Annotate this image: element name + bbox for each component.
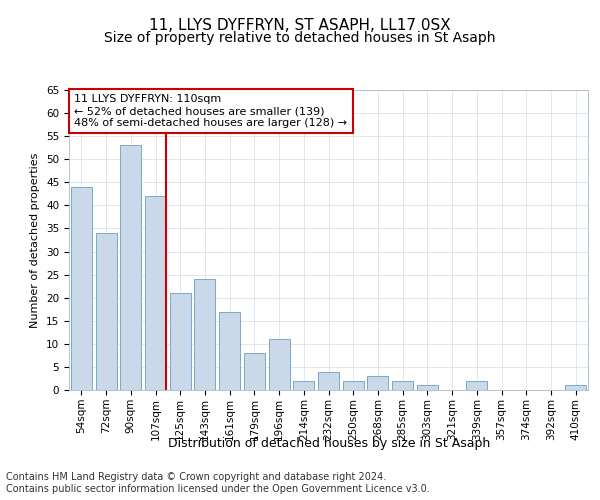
Bar (219, 312, 240, 390)
Bar (343, 381, 364, 390)
Text: Contains public sector information licensed under the Open Government Licence v3: Contains public sector information licen… (6, 484, 430, 494)
Bar (194, 279, 215, 390)
Bar (367, 376, 388, 390)
Bar (145, 196, 166, 390)
Bar (466, 381, 487, 390)
Text: 11 LLYS DYFFRYN: 110sqm
← 52% of detached houses are smaller (139)
48% of semi-d: 11 LLYS DYFFRYN: 110sqm ← 52% of detache… (74, 94, 347, 128)
Text: Contains HM Land Registry data © Crown copyright and database right 2024.: Contains HM Land Registry data © Crown c… (6, 472, 386, 482)
Text: 11, LLYS DYFFRYN, ST ASAPH, LL17 0SX: 11, LLYS DYFFRYN, ST ASAPH, LL17 0SX (149, 18, 451, 32)
Bar (120, 146, 141, 390)
Bar (392, 381, 413, 390)
Text: Size of property relative to detached houses in St Asaph: Size of property relative to detached ho… (104, 31, 496, 45)
Bar (170, 293, 191, 390)
Y-axis label: Number of detached properties: Number of detached properties (31, 152, 40, 328)
Bar (95, 233, 116, 390)
Bar (269, 339, 290, 390)
Bar (565, 386, 586, 390)
Bar (293, 381, 314, 390)
Bar (71, 187, 92, 390)
Bar (244, 353, 265, 390)
Bar (318, 372, 339, 390)
Bar (417, 386, 438, 390)
Text: Distribution of detached houses by size in St Asaph: Distribution of detached houses by size … (167, 438, 490, 450)
